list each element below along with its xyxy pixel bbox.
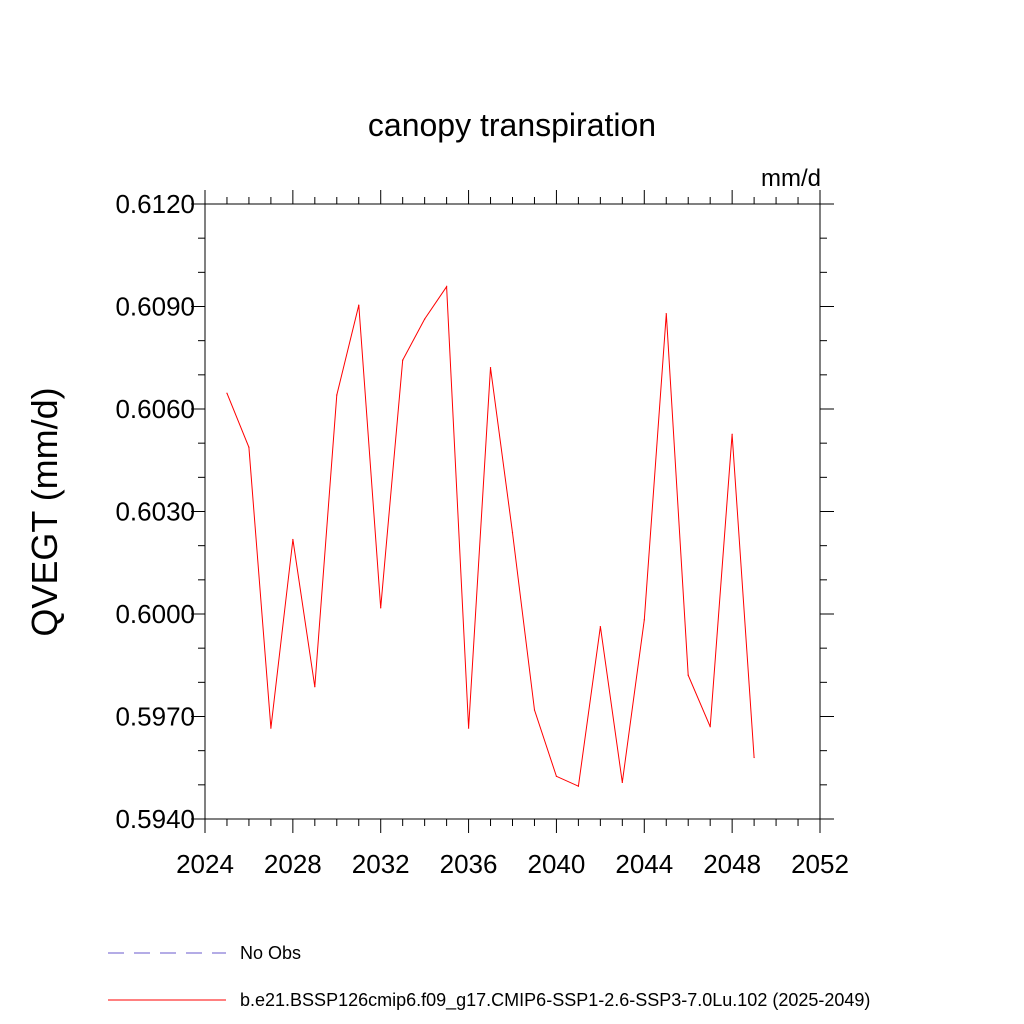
y-axis: 0.5940 0.5970 0.6000 0.6030 0.6060 0.6090 0.61…: [115, 189, 834, 834]
data-point: [709, 726, 711, 728]
y-tick-label: 0.6060: [115, 394, 195, 424]
series-line: [226, 285, 755, 787]
data-point: [314, 686, 316, 688]
data-point: [380, 607, 382, 609]
y-tick-label: 0.6030: [115, 497, 195, 527]
data-point: [731, 433, 733, 435]
data-point: [248, 446, 250, 448]
chart-title: canopy transpiration: [368, 107, 656, 143]
data-point: [533, 709, 536, 711]
y-tick-label: 0.6120: [115, 189, 195, 219]
x-tick-label: 2048: [703, 849, 761, 879]
x-axis: 2024 2028 2032 2036 2040 2044 2048 2052: [176, 190, 849, 879]
legend: No Obs b.e21.BSSP126cmip6.f09_g17.CMIP6-S…: [108, 943, 870, 1011]
legend-label: No Obs: [240, 943, 301, 963]
legend-label: b.e21.BSSP126cmip6.f09_g17.CMIP6-SSP1-2.…: [240, 990, 870, 1011]
data-point: [621, 781, 623, 784]
y-axis-label: QVEGT (mm/d): [24, 387, 65, 636]
data-point: [599, 626, 601, 628]
data-point: [467, 727, 470, 729]
y-tick-label: 0.6090: [115, 292, 195, 322]
x-tick-label: 2024: [176, 849, 234, 879]
y-tick-label: 0.5940: [115, 804, 195, 834]
x-tick-label: 2036: [440, 849, 498, 879]
data-point: [687, 674, 689, 676]
data-point: [402, 359, 404, 361]
data-point: [292, 538, 294, 541]
data-point: [446, 286, 448, 288]
data-point: [665, 313, 667, 315]
data-point: [753, 756, 755, 759]
data-point: [577, 785, 579, 787]
units-label: mm/d: [761, 165, 821, 192]
data-point: [226, 392, 228, 394]
data-point: [643, 619, 645, 621]
data-point: [358, 304, 360, 306]
data-point: [489, 367, 492, 369]
x-tick-label: 2052: [791, 849, 849, 879]
x-tick-label: 2040: [528, 849, 586, 879]
data-point: [511, 532, 514, 534]
y-tick-label: 0.5970: [115, 702, 195, 732]
series-layer: [226, 285, 755, 787]
data-point: [424, 318, 426, 320]
x-tick-label: 2028: [264, 849, 322, 879]
plot-frame: [204, 203, 821, 820]
data-point: [336, 394, 338, 396]
x-tick-label: 2044: [615, 849, 673, 879]
data-point: [270, 727, 272, 729]
y-tick-label: 0.6000: [115, 599, 195, 629]
x-tick-label: 2032: [352, 849, 410, 879]
data-point: [555, 775, 558, 777]
